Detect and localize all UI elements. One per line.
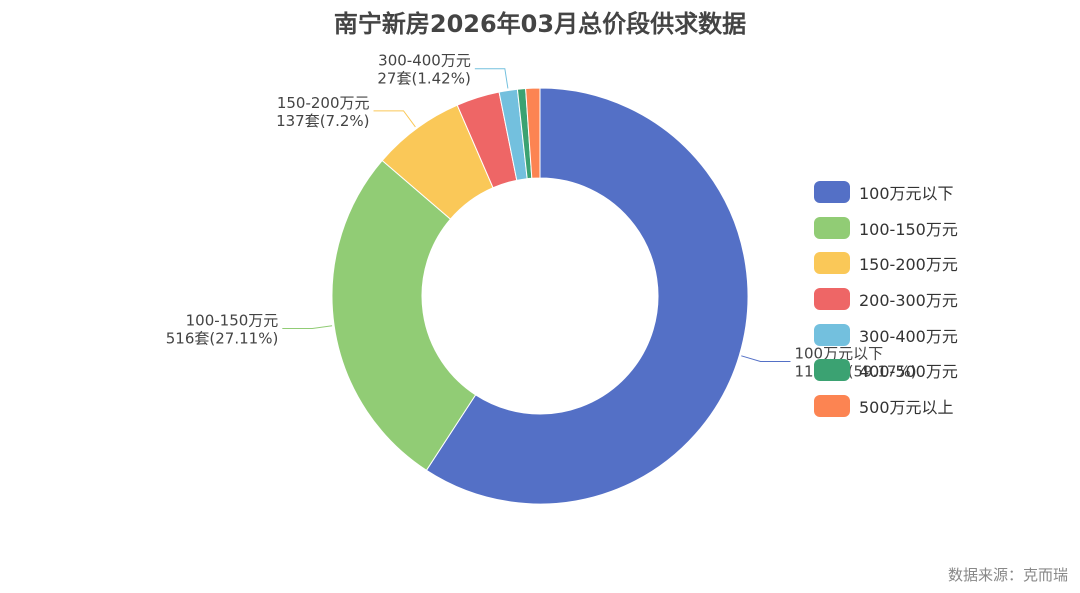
- legend-swatch: [814, 287, 850, 310]
- legend-item[interactable]: 300-400万元: [814, 317, 1054, 353]
- legend-item[interactable]: 150-200万元: [814, 245, 1054, 281]
- pie-slice[interactable]: [525, 87, 541, 179]
- legend-swatch: [814, 323, 850, 346]
- callout-line: [373, 110, 416, 128]
- legend-label: 300-400万元: [859, 326, 958, 346]
- legend-item[interactable]: 400-500万元: [814, 352, 1054, 388]
- callout-label: 150-200万元: [277, 94, 370, 112]
- callout-label: 137套(7.2%): [276, 112, 369, 130]
- legend-swatch: [814, 394, 850, 417]
- chart-title: 南宁新房2026年03月总价段供求数据: [333, 10, 747, 38]
- legend-label: 400-500万元: [859, 362, 958, 382]
- callout-line: [474, 68, 509, 89]
- callout-label: 100万元以下: [794, 344, 883, 362]
- pie-slice[interactable]: [425, 87, 749, 505]
- legend-label: 200-300万元: [859, 290, 958, 310]
- legend-swatch: [814, 180, 850, 203]
- callout-label: 516套(27.11%): [166, 330, 279, 348]
- callout-line: [741, 355, 791, 362]
- legend-label: 500万元以上: [859, 397, 954, 417]
- callout-label: 27套(1.42%): [377, 70, 470, 88]
- legend-item[interactable]: 100万元以下: [814, 174, 1054, 210]
- legend-item[interactable]: 200-300万元: [814, 281, 1054, 317]
- callout-label: 300-400万元: [378, 52, 471, 70]
- legend-swatch: [814, 359, 850, 382]
- source-note: 数据来源：克而瑞: [947, 566, 1068, 584]
- legend-item[interactable]: 500万元以上: [814, 388, 1054, 424]
- legend-label: 100万元以下: [859, 183, 954, 203]
- legend-swatch: [814, 252, 850, 275]
- callout-line: [282, 325, 333, 330]
- legend-item[interactable]: 100-150万元: [814, 210, 1054, 246]
- legend-swatch: [814, 216, 850, 239]
- legend-label: 100-150万元: [859, 219, 958, 239]
- legend: 100万元以下 100-150万元 150-200万元 200-300万元 30…: [814, 174, 1054, 424]
- pie-slice[interactable]: [331, 159, 477, 471]
- callout-label: 100-150万元: [186, 312, 279, 330]
- legend-label: 150-200万元: [859, 255, 958, 275]
